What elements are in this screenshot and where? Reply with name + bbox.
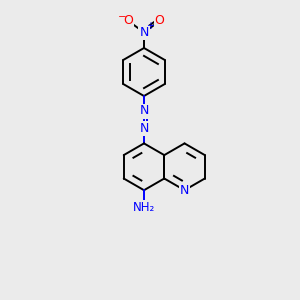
Text: N: N [139,26,149,39]
Text: −: − [117,12,126,22]
Text: O: O [155,14,164,28]
Text: +: + [146,21,154,31]
Text: O: O [124,14,133,28]
Text: N: N [139,122,149,135]
Text: N: N [180,184,189,197]
Text: NH₂: NH₂ [133,201,155,214]
Text: N: N [139,104,149,118]
